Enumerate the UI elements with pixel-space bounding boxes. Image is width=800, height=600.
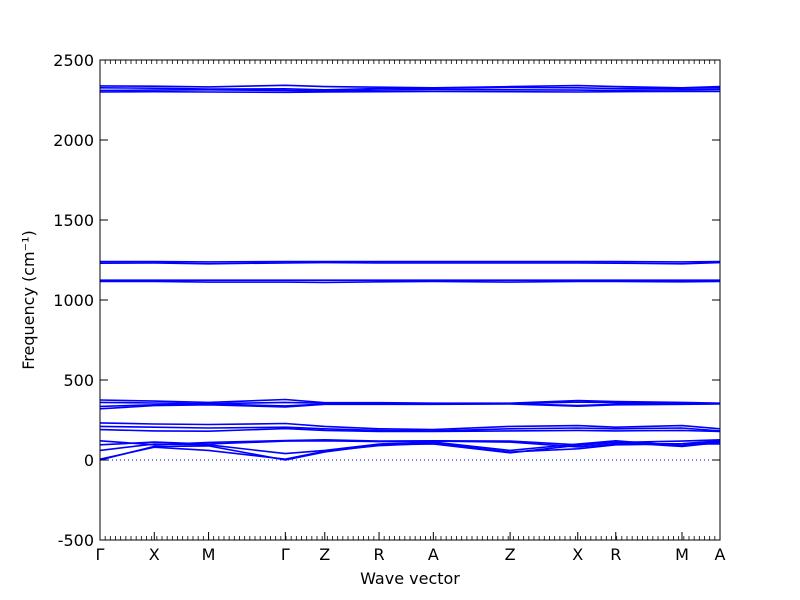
band-line-4 xyxy=(100,90,720,94)
band-line-2 xyxy=(100,86,720,91)
y-tick-label: 2000 xyxy=(53,131,94,150)
x-tick-label: Z xyxy=(319,545,330,564)
band-lines xyxy=(100,84,720,461)
x-tick-label: Γ xyxy=(281,545,290,564)
band-line-14 xyxy=(100,425,720,432)
x-axis-title: Wave vector xyxy=(360,569,460,588)
band-line-3 xyxy=(100,88,720,92)
x-tick-label: Z xyxy=(505,545,516,564)
band-line-20 xyxy=(100,442,720,460)
band-line-13 xyxy=(100,422,720,431)
plot-frame-rect xyxy=(99,59,721,541)
x-tick-label: R xyxy=(373,545,384,564)
x-tick-label: X xyxy=(149,545,160,564)
band-line-18 xyxy=(100,440,720,455)
band-line-15 xyxy=(100,427,720,433)
y-axis: -500 0 500 1000 1500 2000 2500 xyxy=(53,51,721,550)
x-tick-label: M xyxy=(675,545,689,564)
plot-frame xyxy=(99,59,721,541)
x-tick-label: A xyxy=(715,545,726,564)
x-tick-label: R xyxy=(610,545,621,564)
x-tick-label: Γ xyxy=(96,545,105,564)
y-tick-label: 2500 xyxy=(53,51,94,70)
y-tick-label: 1500 xyxy=(53,211,94,230)
x-tick-label: X xyxy=(572,545,583,564)
y-tick-label: 1000 xyxy=(53,291,94,310)
x-tick-label: A xyxy=(428,545,439,564)
x-tick-label: M xyxy=(202,545,216,564)
y-axis-title: Frequency (cm⁻¹) xyxy=(19,230,38,369)
band-line-6 xyxy=(100,261,720,265)
band-line-1 xyxy=(100,84,720,89)
band-line-8 xyxy=(100,280,720,284)
band-line-12 xyxy=(100,403,720,410)
y-tick-label: 500 xyxy=(63,371,94,390)
y-tick-label: -500 xyxy=(58,531,94,550)
y-tick-label: 0 xyxy=(84,451,94,470)
